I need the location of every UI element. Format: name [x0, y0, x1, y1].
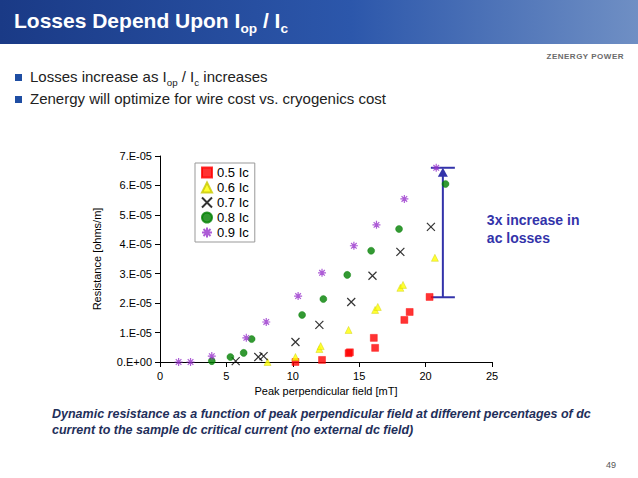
- svg-text:6.E-05: 6.E-05: [120, 179, 152, 191]
- svg-text:ac losses: ac losses: [487, 230, 550, 246]
- html-text:Zenergy will optimize for wire: Zenergy will optimize for wire cost vs. …: [30, 90, 386, 107]
- svg-text:15: 15: [353, 370, 365, 382]
- html-text:Losses increase as Iop/ Icincr: Losses increase as Iop/ Icincreases: [30, 68, 268, 88]
- html-text:49: 49: [606, 460, 616, 470]
- svg-text:2.E-05: 2.E-05: [120, 297, 152, 309]
- svg-text:3x increase in: 3x increase in: [487, 212, 584, 228]
- svg-text:20: 20: [419, 370, 431, 382]
- svg-text:0.5 Ic: 0.5 Ic: [217, 165, 249, 180]
- svg-text:0.8 Ic: 0.8 Ic: [217, 210, 249, 225]
- svg-text:1.E-05: 1.E-05: [120, 327, 152, 339]
- html-text:ZENERGY POWER: ZENERGY POWER: [546, 52, 624, 61]
- html-text:Losses Depend Upon Iop/ Ic: Losses Depend Upon Iop/ Ic: [14, 9, 288, 37]
- svg-text:0: 0: [157, 370, 163, 382]
- svg-text:7.E-05: 7.E-05: [120, 150, 152, 162]
- svg-text:10: 10: [287, 370, 299, 382]
- svg-text:5: 5: [223, 370, 229, 382]
- svg-text:Resistance [ohms/m]: Resistance [ohms/m]: [91, 208, 103, 311]
- svg-text:5.E-05: 5.E-05: [120, 209, 152, 221]
- svg-text:0.6 Ic: 0.6 Ic: [217, 180, 249, 195]
- svg-text:Peak perpendicular field [mT]: Peak perpendicular field [mT]: [254, 385, 397, 397]
- svg-text:3.E-05: 3.E-05: [120, 268, 152, 280]
- svg-text:0.E+00: 0.E+00: [117, 356, 152, 368]
- svg-text:4.E-05: 4.E-05: [120, 238, 152, 250]
- svg-text:0.9 Ic: 0.9 Ic: [217, 225, 249, 240]
- html-text:Dynamic resistance as a functi: Dynamic resistance as a function of peak…: [52, 407, 591, 437]
- svg-text:25: 25: [486, 370, 498, 382]
- svg-text:0.7 Ic: 0.7 Ic: [217, 195, 249, 210]
